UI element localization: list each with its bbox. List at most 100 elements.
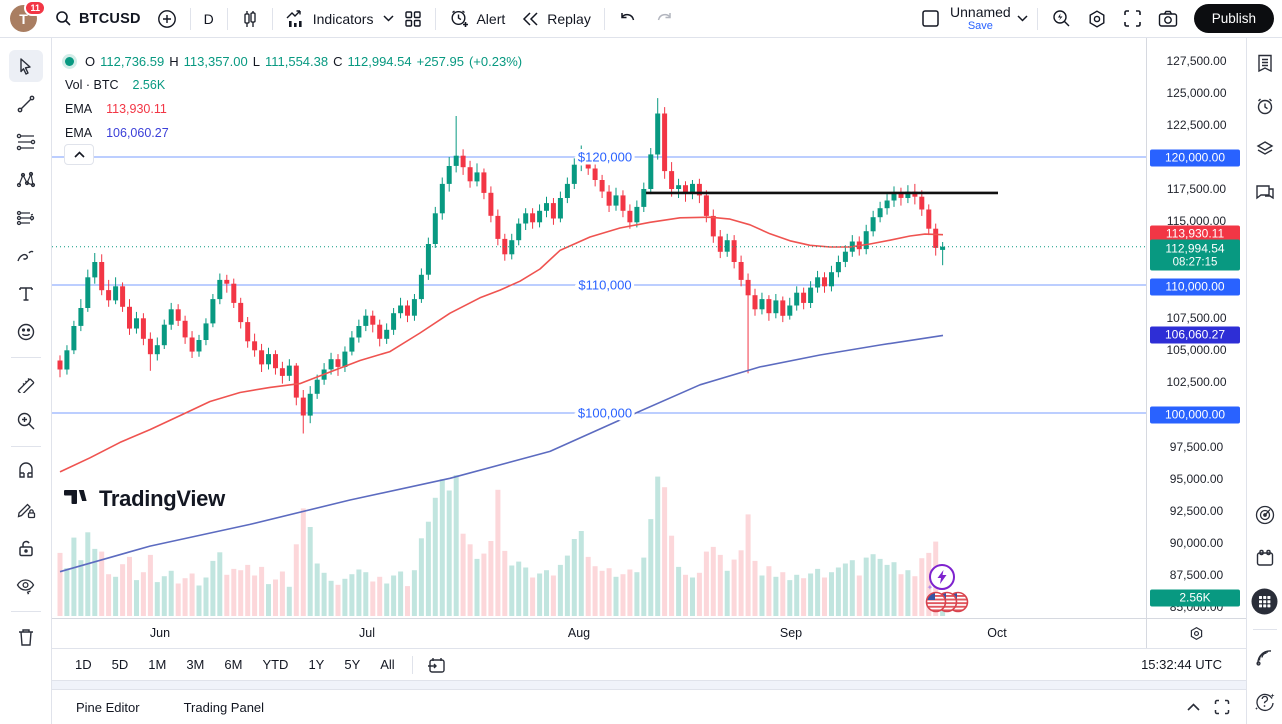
timeframe-button-5d[interactable]: 5D [103,653,138,677]
time-axis[interactable]: Jun Jul Aug Sep Oct [52,618,1246,648]
lock-all-drawings-button[interactable] [9,532,43,564]
economic-event-icon[interactable] [927,564,955,590]
remove-drawings-button[interactable] [9,621,43,653]
stock-screener-button[interactable] [1250,500,1280,530]
brush-tool-button[interactable] [9,240,43,272]
candle-body [787,305,793,316]
drawing-mode-lock-button[interactable] [9,494,43,526]
timeframe-button-ytd[interactable]: YTD [253,653,297,677]
hide-drawings-button[interactable] [9,570,43,602]
expand-panel-button[interactable] [1187,703,1200,711]
timeframe-button-1m[interactable]: 1M [139,653,175,677]
watchlist-button[interactable] [1250,48,1280,78]
price-axis[interactable]: 127,500.00 125,000.00 122,500.00 120,000.00… [1146,38,1246,618]
utc-clock[interactable]: 15:32:44 UTC [1141,657,1222,672]
timeframe-button-1y[interactable]: 1Y [299,653,333,677]
level-label[interactable]: $100,000 [575,403,635,424]
quick-search-button[interactable] [1043,4,1079,34]
publish-button[interactable]: Publish [1193,4,1274,33]
settings-button[interactable] [1079,4,1115,34]
alert-button[interactable]: Alert [441,4,513,34]
price-axis-badge: 100,000.00 [1150,406,1240,424]
toolbar-divider [1252,629,1277,630]
xabcd-pattern-tool-button[interactable] [9,164,43,196]
chart-pane[interactable]: $120,000 $110,000 $100,000 O 112,736.59 H 11… [52,38,1146,618]
help-button[interactable] [1250,686,1280,716]
projection-tool-button[interactable] [9,202,43,234]
legend-ohlc-row[interactable]: O 112,736.59 H 113,357.00 L 111,554.38 C 112… [65,49,522,73]
volume-bar [140,572,146,616]
chart-canvas[interactable]: $120,000 $110,000 $100,000 [52,38,1146,618]
candle-body [634,206,640,223]
candle-body [537,210,543,223]
volume-bar [523,567,529,616]
undo-button[interactable] [610,4,646,34]
bottom-tab-pine-editor[interactable]: Pine Editor [76,699,140,715]
legend-ema-fast-row[interactable]: EMA 113,930.11 [65,97,522,121]
volume-bar [106,574,112,616]
candle-body [467,167,473,182]
alerts-panel-button[interactable] [1250,91,1280,121]
layout-dropdown-chevron[interactable] [1013,4,1032,34]
zoom-in-tool-button[interactable] [9,405,43,437]
indicator-templates-button[interactable] [396,4,430,34]
text-tool-button[interactable] [9,278,43,310]
price-axis-label: 97,500.00 [1169,440,1224,454]
bottom-tab-trading-panel[interactable]: Trading Panel [183,699,265,715]
legend-ema-slow-row[interactable]: EMA 106,060.27 [65,121,522,145]
candle-body [801,292,807,303]
chart-style-button[interactable] [233,4,267,34]
maximize-panel-button[interactable] [1214,699,1230,715]
symbol-search-button[interactable]: BTCUSD [47,4,149,34]
calendar-icon [1256,549,1273,566]
trend-line-tool-button[interactable] [9,88,43,120]
save-link[interactable]: Save [967,20,993,32]
measure-tool-button[interactable] [9,367,43,399]
trend-line-icon [17,95,34,113]
user-menu-button[interactable]: T 11 [10,0,46,32]
volume-bar [502,550,508,616]
candle-body [683,185,688,193]
candle-body [300,397,306,416]
legend-volume-row[interactable]: Vol · BTC 2.56K [65,73,522,97]
legend-collapse-button[interactable] [64,144,94,165]
timeframe-button-1d[interactable]: 1D [66,653,101,677]
cursor-tool-button[interactable] [8,50,43,82]
compare-add-symbol-button[interactable] [149,4,185,34]
timeframe-button-6m[interactable]: 6M [215,653,251,677]
axis-settings-cell[interactable] [1146,619,1246,648]
object-tree-button[interactable] [1250,134,1280,164]
timeframe-button-all[interactable]: All [371,653,403,677]
calendar-button[interactable] [1250,543,1280,573]
chat-button[interactable] [1250,177,1280,207]
layout-name[interactable]: Unnamed [950,4,1011,20]
screenshot-button[interactable] [1150,4,1186,34]
interval-button[interactable]: D [196,4,222,34]
go-to-date-button[interactable] [421,654,452,676]
us-flag-event-icons[interactable] [925,591,969,613]
emoji-tool-button[interactable] [9,316,43,348]
magnet-mode-button[interactable] [9,456,43,488]
layout-save-block[interactable]: Unnamed Save [948,5,1013,32]
level-label[interactable]: $110,000 [575,275,634,296]
layout-button[interactable] [913,4,948,34]
indicators-dropdown-chevron[interactable] [381,4,396,34]
redo-button[interactable] [646,4,682,34]
fullscreen-button[interactable] [1115,4,1150,34]
indicators-button[interactable]: Indicators [278,4,382,34]
data-window-button[interactable] [1250,643,1280,673]
fib-retracement-tool-button[interactable] [9,126,43,158]
go-to-date-icon [427,657,445,673]
replay-button[interactable]: Replay [513,4,599,34]
apps-grid-button[interactable] [1250,586,1280,616]
xabcd-pattern-icon [16,171,35,188]
candle-body [669,171,675,189]
candle-body [356,326,362,338]
candle-body [794,292,800,306]
timeframe-button-3m[interactable]: 3M [177,653,213,677]
volume-bar [759,575,765,616]
candle-body [919,196,925,210]
timeframe-button-5y[interactable]: 5Y [335,653,369,677]
level-label[interactable]: $120,000 [575,147,635,168]
candle-body [557,198,563,219]
